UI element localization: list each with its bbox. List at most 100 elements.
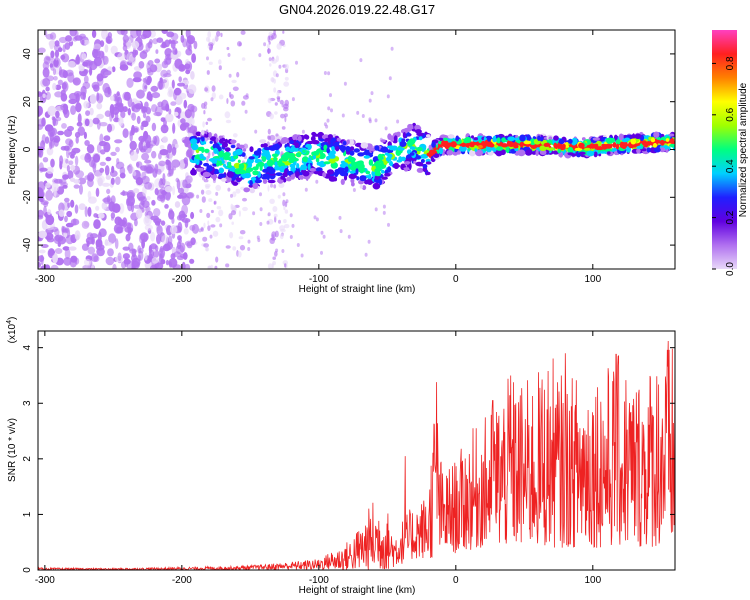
heatmap-cell	[326, 169, 334, 175]
heatmap-cell	[209, 46, 212, 51]
heatmap-cell	[93, 213, 98, 218]
heatmap-cell	[403, 127, 412, 132]
heatmap-cell	[281, 137, 289, 143]
heatmap-cell	[52, 57, 61, 68]
heatmap-cell	[111, 165, 115, 174]
heatmap-cell	[567, 146, 574, 154]
heatmap-cell	[283, 206, 286, 211]
heatmap-cell	[269, 198, 275, 204]
heatmap-cell	[397, 147, 405, 151]
heatmap-cell	[232, 246, 237, 251]
heatmap-cell	[239, 230, 246, 235]
top-x-axis: -300 -200 -100 0 100	[35, 30, 602, 285]
heatmap-cell	[363, 155, 370, 159]
heatmap-cell	[89, 107, 94, 116]
heatmap-cell	[42, 77, 51, 87]
heatmap-cell	[191, 167, 195, 173]
heatmap-cell	[328, 154, 336, 159]
heatmap-cell	[70, 105, 77, 115]
heatmap-cell	[204, 148, 210, 153]
y-tick-label: 0	[22, 567, 33, 573]
heatmap-cell	[250, 176, 257, 181]
heatmap-cell	[170, 39, 176, 49]
heatmap-cell	[329, 93, 332, 98]
heatmap-cell	[359, 58, 363, 63]
heatmap-cell	[272, 144, 278, 150]
heatmap-cell	[464, 136, 472, 144]
heatmap-cell	[227, 53, 231, 57]
heatmap-cell	[67, 202, 71, 209]
heatmap-cell	[64, 248, 71, 260]
heatmap-cell	[209, 140, 213, 144]
heatmap-cell	[160, 124, 169, 134]
heatmap-cell	[594, 143, 599, 148]
heatmap-cell	[269, 237, 276, 244]
heatmap-cell	[110, 195, 116, 205]
heatmap-cell	[53, 186, 57, 198]
heatmap-cell	[274, 216, 277, 223]
heatmap-cell	[425, 161, 432, 165]
heatmap-cell	[81, 39, 85, 45]
heatmap-cell	[271, 77, 275, 83]
heatmap-cell	[64, 42, 71, 50]
heatmap-cell	[230, 210, 237, 216]
heatmap-cell	[164, 48, 173, 57]
heatmap-cell	[96, 143, 102, 153]
heatmap-cell	[315, 217, 319, 222]
heatmap-cell	[38, 230, 47, 239]
heatmap-cell	[246, 167, 254, 172]
top-x-axis-label: Height of straight line (km)	[299, 284, 416, 295]
heatmap-cell	[54, 50, 60, 58]
heatmap-cell	[438, 147, 444, 155]
heatmap-cell	[178, 76, 182, 83]
heatmap-cell	[303, 175, 311, 180]
heatmap-cell	[210, 97, 214, 102]
heatmap-cell	[99, 167, 105, 173]
heatmap-cell	[405, 155, 412, 159]
heatmap-cell	[315, 157, 320, 163]
heatmap-cell	[230, 193, 233, 198]
heatmap-cell	[262, 143, 268, 148]
heatmap-cell	[185, 149, 192, 158]
heatmap-cell	[122, 34, 130, 43]
heatmap-cell	[333, 141, 340, 147]
heatmap-cell	[177, 235, 182, 241]
x-tick-label: -300	[35, 274, 55, 285]
heatmap-cell	[138, 61, 145, 69]
heatmap-cell	[182, 122, 190, 128]
heatmap-cell	[613, 134, 618, 141]
heatmap-cell	[238, 42, 242, 47]
heatmap-cell	[51, 116, 55, 121]
heatmap-cell	[276, 43, 282, 50]
heatmap-cell	[668, 133, 675, 137]
heatmap-cell	[110, 212, 116, 219]
heatmap-cell	[330, 108, 333, 113]
heatmap-cell	[273, 156, 278, 163]
heatmap-cell	[361, 114, 365, 118]
heatmap-cell	[127, 227, 132, 236]
heatmap-cell	[291, 223, 295, 228]
heatmap-cell	[150, 243, 158, 250]
heatmap-cell	[165, 259, 170, 266]
heatmap-cell	[206, 70, 210, 75]
heatmap-cell	[96, 113, 104, 120]
heatmap-cell	[98, 50, 105, 59]
heatmap-cell	[61, 225, 65, 233]
heatmap-cell	[201, 196, 206, 203]
heatmap-cell	[252, 182, 259, 190]
heatmap-cell	[67, 170, 74, 180]
heatmap-cell	[75, 102, 82, 113]
heatmap-cell	[149, 64, 158, 73]
heatmap-cell	[138, 233, 145, 244]
heatmap-cell	[180, 118, 186, 124]
heatmap-cell	[203, 222, 206, 229]
heatmap-cell	[324, 137, 331, 142]
heatmap-cell	[249, 180, 253, 186]
heatmap-cell	[96, 73, 104, 82]
heatmap-cell	[149, 38, 153, 45]
x-tick-label: 100	[584, 575, 601, 586]
chart-title: GN04.2026.019.22.48.G17	[279, 2, 435, 17]
heatmap-cell	[152, 136, 158, 145]
heatmap-cell	[356, 110, 360, 115]
heatmap-cell	[170, 32, 179, 41]
